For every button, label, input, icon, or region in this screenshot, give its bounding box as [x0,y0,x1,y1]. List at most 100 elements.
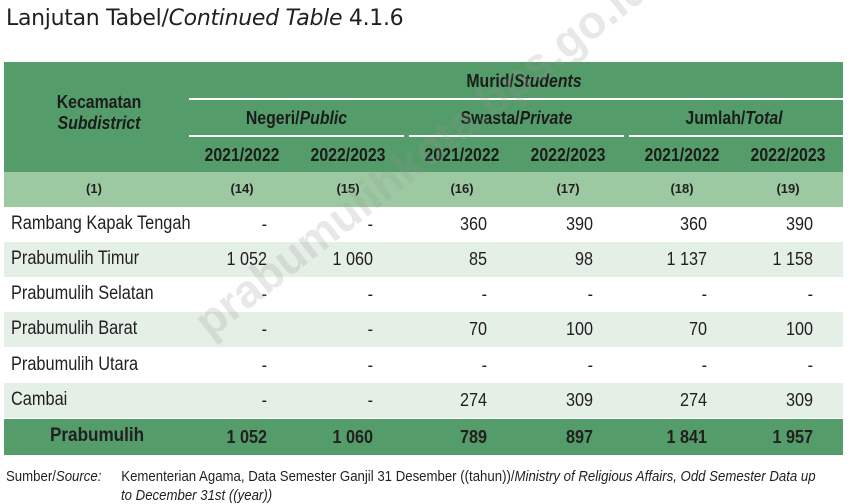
total-row: Prabumulih 1 052 1 060 789 897 1 841 1 9… [4,419,843,455]
cell-value: 390 [565,214,593,234]
cell-value: - [261,319,267,339]
cell-value: 1 137 [666,249,707,269]
source-label: Sumber/Source: [6,468,121,485]
source-note: Sumber/Source: Kementerian Agama, Data Se… [6,468,816,485]
cell-value: 274 [459,390,487,410]
cell-value: - [481,355,487,375]
source-label-en: Source: [55,468,102,485]
cell-value: 390 [785,214,813,234]
table-number: 4.1.6 [342,6,404,31]
table-row: Prabumulih Timur 1 052 1 060 85 98 1 137… [4,242,843,277]
total-value: 1 052 [226,427,267,447]
cell-value: - [367,355,373,375]
cell-value: 100 [785,319,813,339]
cell-value: 70 [468,319,487,339]
year-header: 2022/2023 [750,145,826,165]
cell-value: - [587,355,593,375]
cell-value: - [367,319,373,339]
cell-value: 98 [574,249,593,269]
students-header: Murid/Students [436,71,612,92]
total-label: Jumlah/ [685,108,746,128]
total-value: 1 841 [666,427,707,447]
subdistrict-name: Prabumulih Barat [11,318,138,339]
cell-value: 274 [679,390,707,410]
public-label: Negeri/ [245,108,300,128]
cell-value: - [261,355,267,375]
column-number: (19) [776,181,800,196]
column-number-row: (1) (14) (15) (16) (17) (18) (19) [4,172,843,207]
total-value: 1 957 [772,427,813,447]
cell-value: 1 158 [772,249,813,269]
source-label-id: Sumber/ [6,468,56,485]
public-header: Negeri/Public [206,108,386,129]
cell-value: 360 [459,214,487,234]
cell-value: - [701,284,707,304]
subdistrict-name: Prabumulih Selatan [11,283,154,304]
table-row: Prabumulih Barat - - 70 100 70 100 [4,312,843,347]
column-number: (1) [86,181,102,196]
students-label: Murid/ [466,71,514,91]
source-note-continued: to December 31st ((year)) [121,487,272,504]
cell-value: - [367,214,373,234]
private-header: Swasta/Private [426,108,606,129]
total-name: Prabumulih [50,425,145,446]
title-text: Lanjutan Tabel/ [6,6,169,31]
cell-value: - [261,214,267,234]
cell-value: - [807,284,813,304]
cell-value: 1 060 [332,249,373,269]
column-number: (16) [450,181,474,196]
cell-value: 1 052 [226,249,267,269]
cell-value: - [701,355,707,375]
column-number: (15) [336,181,360,196]
total-value: 897 [565,427,593,447]
year-header: 2021/2022 [644,145,720,165]
subdistrict-header: Kecamatan Subdistrict [33,92,165,134]
cell-value: - [807,355,813,375]
cell-value: 100 [565,319,593,339]
private-label: Swasta/ [460,108,520,128]
header-rule [409,135,624,137]
header-rule [189,135,404,137]
header-rule [629,135,843,137]
table-title: Lanjutan Tabel/Continued Table 4.1.6 [6,6,404,31]
subdistrict-name: Prabumulih Utara [11,354,139,375]
cell-value: - [367,284,373,304]
year-header: 2022/2023 [530,145,606,165]
cell-value: - [261,284,267,304]
cell-value: 360 [679,214,707,234]
year-header: 2021/2022 [204,145,280,165]
table-row: Prabumulih Selatan - - - - - - [4,277,843,312]
source-text: Kementerian Agama, Data Semester Ganjil … [121,468,515,485]
table-row: Cambai - - 274 309 274 309 [4,383,843,418]
source-text-en-continued: to December 31st ((year)) [121,487,273,504]
title-text-en: Continued Table [168,6,343,31]
year-header: 2021/2022 [424,145,500,165]
header-rule [189,98,843,100]
column-number: (17) [556,181,580,196]
private-label-en: Private [519,108,573,128]
cell-value: 309 [565,390,593,410]
cell-value: - [481,284,487,304]
cell-value: - [261,390,267,410]
table-header: Kecamatan Subdistrict Murid/Students Neg… [4,62,843,172]
column-number: (14) [230,181,254,196]
public-label-en: Public [299,108,348,128]
students-label-en: Students [513,71,582,91]
cell-value: 85 [468,249,487,269]
subdistrict-name: Prabumulih Timur [11,248,140,269]
year-header: 2022/2023 [310,145,386,165]
total-value: 1 060 [332,427,373,447]
cell-value: - [587,284,593,304]
table-row: Rambang Kapak Tengah - - 360 390 360 390 [4,207,843,242]
subdistrict-name: Cambai [11,389,68,410]
total-label-en: Total [745,108,783,128]
subdistrict-name: Rambang Kapak Tengah [11,213,191,234]
source-text-en: Ministry of Religious Affairs, Odd Semes… [514,468,816,485]
cell-value: 309 [785,390,813,410]
cell-value: 70 [688,319,707,339]
table-row: Prabumulih Utara - - - - - - [4,348,843,383]
total-value: 789 [459,427,487,447]
subdistrict-label: Kecamatan [56,92,142,112]
cell-value: - [367,390,373,410]
subdistrict-label-en: Subdistrict [57,113,141,133]
